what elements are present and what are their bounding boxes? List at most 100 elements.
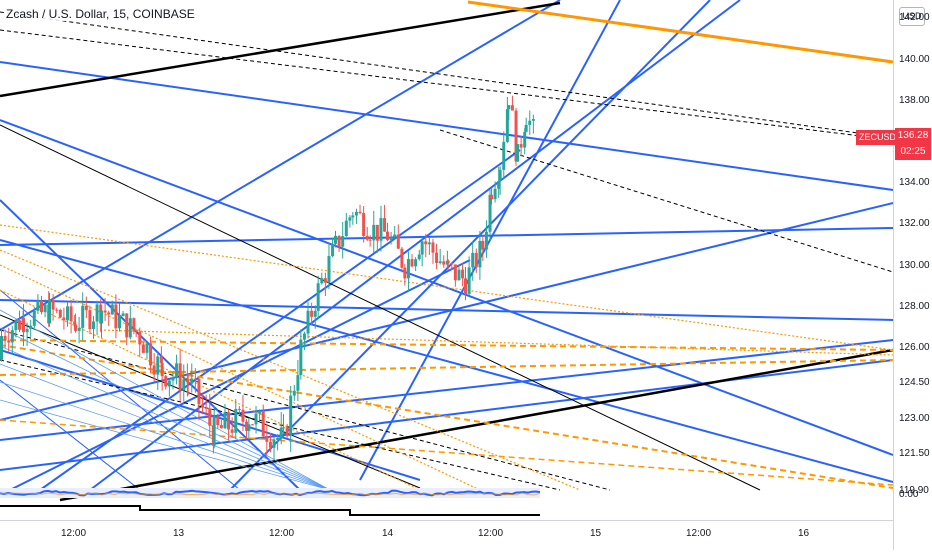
candle-body (88, 310, 92, 330)
price-tick-label: 123.00 (899, 412, 930, 424)
candle-body (457, 269, 461, 281)
candle-body (528, 120, 532, 125)
dashed-line (99, 329, 894, 356)
channel-line (0, 381, 331, 491)
candle-body (74, 324, 77, 331)
candle-body (268, 441, 272, 448)
candle-body (254, 413, 258, 425)
candle-body (320, 278, 324, 284)
candle-body (497, 181, 501, 189)
candle-body (417, 254, 421, 260)
candle-body (212, 416, 216, 446)
candle-body (227, 412, 231, 430)
candle-body (32, 310, 36, 326)
candle-body (427, 242, 431, 245)
candle-body (219, 425, 223, 429)
trend-line (0, 359, 894, 471)
candle-body (488, 194, 492, 232)
time-tick-label: 13 (173, 528, 185, 539)
candle-body (36, 300, 40, 311)
candle-body (43, 304, 47, 313)
dashed-line (0, 344, 894, 489)
candle-body (100, 310, 103, 324)
candle-body (524, 124, 528, 132)
candle-body (467, 267, 471, 294)
indicator-value-label: 0.00 (899, 489, 919, 500)
candle-body (514, 110, 518, 162)
candle-body (81, 305, 85, 328)
candle-body (379, 218, 383, 241)
dashed-line (0, 264, 481, 491)
candle-body (156, 356, 160, 375)
candle-body (14, 320, 18, 331)
candle-body (519, 144, 523, 148)
candle-body (313, 310, 317, 317)
candle-body (474, 252, 478, 268)
price-tick-label: 121.50 (899, 447, 930, 459)
candle-body (507, 105, 511, 110)
candle-body (296, 375, 300, 391)
chart-title[interactable]: Zcash / U.S. Dollar, 15, COINBASE (4, 7, 197, 21)
candle-body (114, 304, 118, 329)
time-tick-label: 15 (590, 528, 602, 539)
candle-body (420, 241, 424, 255)
candle-body (48, 299, 51, 324)
dashed-line (0, 339, 894, 351)
candle-body (204, 407, 208, 409)
candle-body (383, 218, 387, 232)
candle-body (358, 211, 362, 214)
candle-body (523, 131, 527, 148)
candle-body (400, 248, 404, 268)
trend-line (0, 124, 761, 491)
candle-body (306, 310, 310, 334)
candle-body (406, 259, 410, 279)
candle-body (164, 376, 168, 387)
candle-body (502, 141, 506, 170)
candle-body (282, 427, 285, 429)
price-tick-label: 132.00 (899, 218, 930, 230)
candle-body (216, 416, 220, 426)
indicator-signal (0, 492, 541, 496)
candle-body (498, 169, 502, 182)
candle-body (464, 278, 467, 294)
time-tick-label: 12:00 (61, 528, 87, 539)
currency-label[interactable]: USD (899, 7, 925, 26)
candle-body (73, 321, 77, 325)
candle-body (132, 318, 136, 331)
candle-body (276, 437, 280, 441)
time-tick-label: 12:00 (478, 528, 504, 539)
candle-body (493, 188, 497, 200)
candle-body (334, 235, 337, 244)
trend-line (0, 61, 894, 191)
channel-line (0, 345, 331, 491)
dashed-line (0, 359, 561, 491)
trend-line (0, 202, 894, 421)
candle-body (190, 378, 194, 384)
candle-body (118, 316, 121, 329)
channel-line (0, 309, 331, 491)
dashed-line (439, 129, 894, 273)
candle-body (110, 304, 114, 315)
dashed-line (0, 359, 894, 376)
candle-body (178, 363, 182, 391)
candle-body (40, 300, 43, 313)
candle-body (516, 144, 519, 162)
candle-body (285, 427, 289, 437)
dashed-line (0, 289, 421, 491)
price-scale[interactable] (893, 0, 932, 550)
channel-line (0, 363, 331, 491)
candle-body (265, 435, 269, 442)
candle-body (103, 310, 107, 313)
candle-body (185, 379, 189, 382)
candle-body (241, 409, 245, 422)
candle-body (393, 234, 397, 238)
candle-body (134, 330, 138, 332)
trend-line (0, 339, 894, 441)
candle-body (230, 429, 234, 433)
price-tick-label: 124.50 (899, 377, 930, 389)
candle-body (10, 330, 14, 343)
price-tick-label: 138.00 (899, 94, 930, 106)
candle-body (245, 421, 249, 431)
